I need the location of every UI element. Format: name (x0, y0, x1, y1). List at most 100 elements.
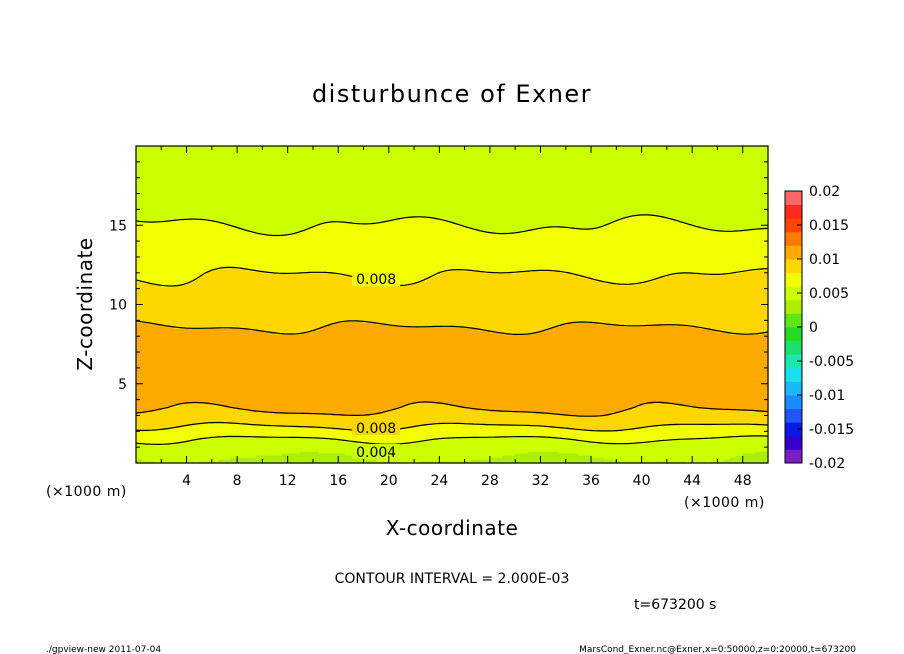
fill-cell (591, 415, 598, 419)
fill-cell (237, 439, 245, 442)
fill-cell (515, 461, 523, 464)
fill-cell (565, 423, 573, 426)
fill-cell (363, 411, 371, 415)
fill-cell (565, 429, 573, 432)
fill-cell (294, 403, 301, 407)
fill-cell (312, 433, 320, 436)
fill-cell (205, 409, 213, 413)
fill-cell (742, 459, 750, 462)
fill-cell (565, 451, 573, 454)
fill-cell (294, 453, 301, 456)
fill-cell (730, 443, 737, 446)
fill-cell (666, 441, 674, 444)
fill-cell (489, 443, 497, 446)
fill-cell (603, 439, 611, 442)
fill-cell (350, 459, 358, 462)
fill-cell (534, 427, 542, 430)
fill-cell (496, 405, 504, 409)
fill-cell (565, 409, 573, 413)
fill-cell (350, 401, 358, 405)
fill-cell (508, 445, 516, 448)
fill-cell (344, 455, 352, 458)
fill-cell (704, 461, 712, 464)
fill-cell (464, 457, 472, 460)
fill-cell (704, 439, 712, 442)
fill-cell (698, 457, 706, 460)
fill-cell (685, 457, 693, 460)
fill-cell (369, 435, 377, 438)
fill-cell (420, 451, 428, 454)
fill-cell (616, 449, 624, 452)
fill-cell (565, 401, 573, 405)
fill-cell (660, 427, 668, 430)
fill-cell (243, 445, 251, 448)
fill-cell (470, 429, 478, 432)
fill-cell (281, 433, 289, 436)
fill-cell (641, 431, 649, 434)
fill-cell (142, 409, 150, 413)
fill-cell (331, 405, 339, 409)
fill-cell (395, 417, 403, 421)
fill-cell (275, 403, 282, 407)
fill-cell (420, 459, 428, 462)
fill-cell (616, 417, 624, 421)
fill-cell (186, 453, 194, 456)
fill-cell (420, 401, 428, 405)
fill-cell (306, 431, 314, 434)
fill-cell (407, 435, 415, 438)
fill-cell (249, 443, 257, 446)
fill-cell (641, 405, 649, 409)
fill-cell (268, 405, 276, 409)
fill-cell (477, 449, 485, 452)
fill-cell (666, 459, 674, 462)
fill-cell (603, 449, 611, 452)
fill-cell (230, 425, 238, 428)
fill-cell (761, 425, 769, 428)
fill-cell (647, 421, 655, 424)
fill-cell (635, 409, 643, 413)
fill-cell (331, 403, 339, 407)
fill-cell (730, 407, 737, 411)
fill-cell (388, 407, 396, 411)
fill-cell (502, 433, 510, 436)
fill-cell (749, 433, 756, 436)
fill-cell (730, 447, 737, 450)
fill-cell (515, 449, 523, 452)
fill-cell (136, 435, 143, 438)
fill-cell (294, 421, 301, 424)
fill-cell (192, 447, 200, 450)
fill-cell (515, 453, 523, 456)
fill-cell (502, 437, 510, 440)
fill-cell (483, 457, 491, 460)
fill-cell (262, 431, 270, 434)
fill-cell (142, 461, 150, 464)
fill-cell (426, 453, 434, 456)
fill-cell (395, 411, 403, 415)
fill-cell (470, 415, 478, 419)
fill-cell (496, 401, 504, 405)
fill-cell (319, 425, 327, 428)
fill-cell (616, 435, 624, 438)
fill-cell (180, 417, 188, 421)
fill-cell (628, 413, 636, 417)
fill-cell (635, 459, 643, 462)
fill-cell (262, 443, 270, 446)
fill-cell (230, 401, 238, 405)
fill-cell (723, 409, 731, 413)
fill-cell (603, 417, 611, 421)
fill-cell (338, 423, 346, 426)
fill-cell (344, 411, 352, 415)
fill-cell (426, 413, 434, 417)
fill-cell (256, 451, 263, 454)
fill-cell (679, 417, 687, 421)
fill-cell (452, 417, 459, 421)
fill-cell (350, 435, 358, 438)
fill-cell (540, 451, 548, 454)
fill-cell (679, 407, 687, 411)
fill-cell (591, 403, 598, 407)
fill-cell (692, 427, 700, 430)
fill-cell (736, 429, 744, 432)
fill-cell (578, 423, 586, 426)
fill-cell (148, 427, 156, 430)
fill-cell (445, 449, 453, 452)
